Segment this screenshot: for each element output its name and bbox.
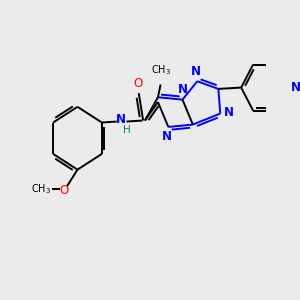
Text: $\mathregular{CH_3}$: $\mathregular{CH_3}$: [32, 182, 52, 196]
Text: N: N: [116, 113, 126, 126]
Text: O: O: [60, 184, 69, 197]
Text: N: N: [291, 81, 300, 94]
Text: H: H: [124, 125, 131, 135]
Text: N: N: [224, 106, 234, 119]
Text: N: N: [162, 130, 172, 143]
Text: $\mathregular{CH_3}$: $\mathregular{CH_3}$: [152, 63, 172, 77]
Text: O: O: [133, 77, 142, 90]
Text: N: N: [190, 65, 200, 78]
Text: N: N: [178, 83, 188, 96]
